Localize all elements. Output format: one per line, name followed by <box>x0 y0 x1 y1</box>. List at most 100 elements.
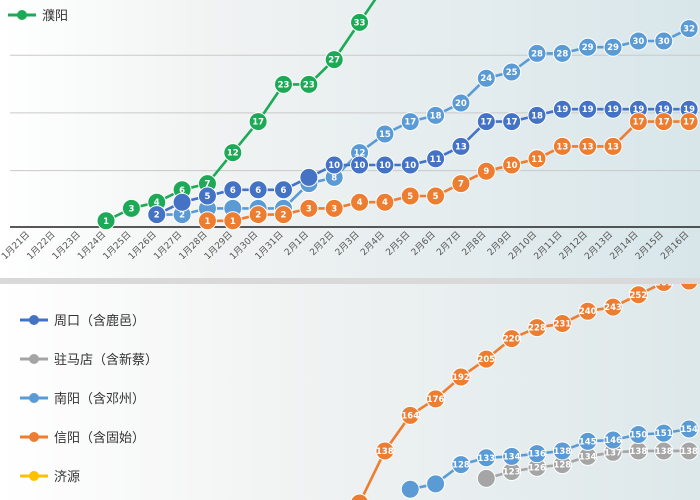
bottom-data-point <box>476 468 496 488</box>
top-data-point <box>603 99 623 119</box>
top-data-label: 2 <box>255 211 261 221</box>
top-data-label: 1 <box>230 217 236 227</box>
top-data-label: 23 <box>303 80 315 90</box>
top-data-point <box>679 112 699 132</box>
bottom-data-point <box>654 423 674 443</box>
bottom-data-point <box>476 448 496 468</box>
bottom-legend-label: 驻马店（含新蔡） <box>54 352 158 368</box>
top-data-label: 29 <box>582 43 594 53</box>
bottom-data-label: 133 <box>477 454 495 464</box>
bottom-data-point <box>400 405 420 425</box>
bottom-data-point <box>400 479 420 499</box>
top-data-point <box>654 112 674 132</box>
top-data-point <box>274 74 293 94</box>
bottom-data-point <box>679 419 699 439</box>
top-data-label: 12 <box>354 149 366 159</box>
top-data-point <box>476 112 496 132</box>
bottom-data-label: 240 <box>579 307 597 317</box>
top-data-label: 17 <box>480 118 492 128</box>
bottom-data-point <box>552 441 572 461</box>
top-data-label: 17 <box>506 118 518 128</box>
bottom-data-point <box>350 493 369 500</box>
top-data-point <box>350 12 370 32</box>
top-x-tick-label: 2月5日 <box>384 229 413 258</box>
top-data-point <box>502 112 522 132</box>
top-data-point <box>502 155 522 175</box>
bottom-data-point <box>628 285 648 305</box>
top-data-point <box>375 192 395 212</box>
top-data-label: 19 <box>632 105 644 115</box>
bottom-legend-marker <box>29 315 39 325</box>
top-data-label: 33 <box>354 18 366 28</box>
top-data-label: 17 <box>683 118 695 128</box>
bottom-data-point <box>426 389 446 409</box>
bottom-data-label: 150 <box>630 431 648 441</box>
top-data-point <box>299 167 319 187</box>
panel-divider <box>0 278 700 284</box>
top-data-point <box>502 62 522 82</box>
bottom-legend-label: 周口（含鹿邑） <box>54 313 145 329</box>
top-series-line-0 <box>105 0 377 222</box>
top-data-label: 6 <box>281 186 287 196</box>
bottom-data-label: 134 <box>579 452 597 462</box>
top-data-point <box>578 99 598 119</box>
top-data-label: 25 <box>506 68 518 78</box>
top-x-tick-label: 2月6日 <box>409 229 438 258</box>
bottom-data-label: 192 <box>452 373 470 383</box>
top-data-point <box>679 19 699 39</box>
top-data-label: 2 <box>281 211 287 221</box>
top-data-label: 6 <box>255 186 261 196</box>
top-data-label: 23 <box>278 80 290 90</box>
bottom-plot: 123 126 128 134 137 138 138 138 128 133 134 136 138 1… <box>350 277 699 500</box>
top-data-point <box>451 136 471 156</box>
bottom-data-point <box>451 367 471 387</box>
bottom-data-point <box>679 441 699 461</box>
bottom-data-point <box>502 329 522 349</box>
bottom-data-label: 231 <box>553 320 571 330</box>
top-data-label: 19 <box>658 105 670 115</box>
top-data-point <box>426 149 446 169</box>
top-data-label: 18 <box>430 111 442 121</box>
top-data-point <box>324 198 344 218</box>
top-data-label: 18 <box>531 111 543 121</box>
top-data-point <box>121 198 141 218</box>
top-data-label: 10 <box>328 161 340 171</box>
bottom-legend-label: 济源 <box>54 470 80 485</box>
top-data-label: 15 <box>379 130 391 140</box>
top-data-label: 24 <box>480 74 492 84</box>
top-data-label: 7 <box>458 180 464 190</box>
top-data-label: 5 <box>407 192 413 202</box>
top-data-label: 20 <box>455 99 467 109</box>
top-data-label: 19 <box>556 105 568 115</box>
top-data-point <box>451 174 471 194</box>
bottom-data-point <box>654 284 674 292</box>
bottom-data-label: 205 <box>477 355 495 365</box>
top-data-point <box>274 180 293 200</box>
top-data-point <box>426 186 446 206</box>
top-plot: 1月21日1月22日1月23日1月24日1月25日1月26日1月27日1月28日… <box>0 0 700 262</box>
bottom-data-label: 134 <box>503 452 521 462</box>
top-data-label: 30 <box>632 37 644 47</box>
top-data-point <box>400 186 420 206</box>
top-data-label: 2 <box>154 211 160 221</box>
top-data-label: 11 <box>430 155 442 165</box>
bottom-data-label: 164 <box>401 411 419 421</box>
top-data-label: 10 <box>404 161 416 171</box>
bottom-data-point <box>527 318 547 338</box>
top-data-point <box>400 155 420 175</box>
top-data-label: 1 <box>103 217 109 227</box>
top-data-point <box>197 211 217 231</box>
top-data-label: 1 <box>204 217 210 227</box>
top-data-label: 17 <box>404 118 416 128</box>
top-data-label: 5 <box>433 192 439 202</box>
top-data-point <box>527 43 547 63</box>
top-data-point <box>451 93 471 113</box>
bottom-data-label: 262 <box>680 277 698 287</box>
top-data-label: 19 <box>683 105 695 115</box>
top-x-tick-label: 2月1日 <box>282 229 311 258</box>
top-data-point <box>172 192 192 212</box>
top-data-point <box>274 205 293 225</box>
top-data-label: 27 <box>328 56 340 66</box>
top-x-tick-label: 2月4日 <box>358 229 387 258</box>
bottom-legend-marker <box>29 354 39 364</box>
